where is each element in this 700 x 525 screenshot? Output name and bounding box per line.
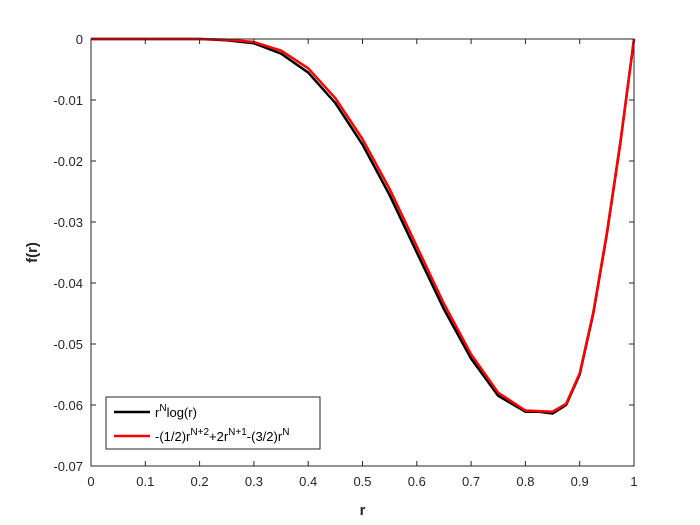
x-tick-label: 0.1 xyxy=(136,474,154,489)
legend-1-part-5: N xyxy=(282,427,289,438)
y-axis-label: f(r) xyxy=(24,242,41,263)
legend-0-part-0: r xyxy=(155,405,160,420)
x-tick-label: 0.4 xyxy=(299,474,317,489)
x-tick-label: 0.8 xyxy=(516,474,534,489)
legend-1-part-4: -(3/2)r xyxy=(247,429,283,444)
x-axis-label: r xyxy=(360,502,366,519)
x-tick-label: 0.2 xyxy=(191,474,209,489)
legend-1-part-3: N+1 xyxy=(228,427,247,438)
legend-1-part-0: -(1/2)r xyxy=(155,429,191,444)
y-tick-label: -0.06 xyxy=(53,398,83,413)
x-tick-label: 0 xyxy=(87,474,94,489)
legend: rNlog(r) -(1/2)rN+2+2rN+1-(3/2)rN xyxy=(105,396,321,450)
x-tick-label: 1 xyxy=(630,474,637,489)
axis-ticks xyxy=(90,38,635,467)
legend-1-part-2: +2r xyxy=(209,429,229,444)
x-tick-label: 0.7 xyxy=(462,474,480,489)
y-tick-label: -0.07 xyxy=(53,459,83,474)
x-tick-label: 0.6 xyxy=(408,474,426,489)
legend-0-part-1: N xyxy=(159,403,166,414)
legend-entry-1: -(1/2)rN+2+2rN+1-(3/2)rN xyxy=(155,427,289,444)
legend-box xyxy=(105,396,321,450)
axis-tick-labels: 0 0.1 0.2 0.3 0.4 0.5 0.6 0.7 0.8 0.9 1 0 -0.01 -0.02… xyxy=(53,32,637,489)
legend-entry-0: rNlog(r) xyxy=(155,403,197,420)
legend-1-part-1: N+2 xyxy=(190,427,209,438)
x-tick-label: 0.9 xyxy=(571,474,589,489)
y-tick-label: -0.04 xyxy=(53,276,83,291)
y-tick-label: -0.03 xyxy=(53,215,83,230)
y-tick-label: -0.01 xyxy=(53,93,83,108)
x-tick-label: 0.3 xyxy=(245,474,263,489)
y-tick-label: -0.05 xyxy=(53,337,83,352)
x-tick-label: 0.5 xyxy=(353,474,371,489)
y-tick-label: 0 xyxy=(76,32,83,47)
y-tick-label: -0.02 xyxy=(53,154,83,169)
legend-0-part-2: log(r) xyxy=(167,405,197,420)
